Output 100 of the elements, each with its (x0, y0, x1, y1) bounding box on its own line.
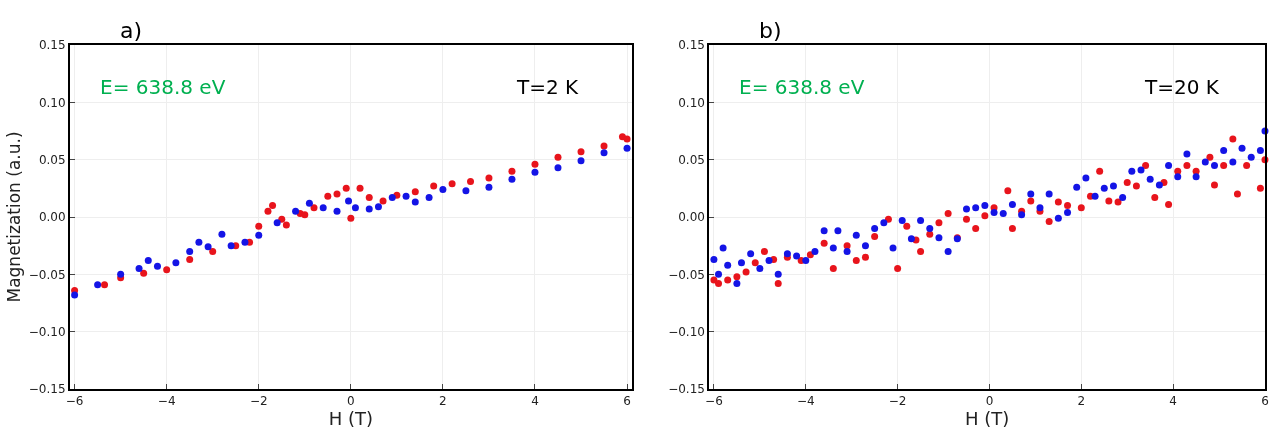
x-tick-label: 0 (985, 394, 994, 409)
y-tick-label: −0.05 (668, 267, 705, 282)
x-axis-title: H (T) (965, 408, 1010, 430)
point (153, 262, 161, 270)
point (508, 175, 516, 183)
point (485, 174, 493, 182)
point (319, 204, 327, 212)
y-tick-label: −0.10 (28, 324, 66, 339)
point (144, 257, 152, 265)
y-tick-label: −0.10 (668, 324, 705, 339)
x-tick-label: 0 (347, 394, 355, 409)
point (195, 238, 203, 246)
y-tick-label: 0.15 (678, 38, 705, 53)
point (623, 135, 631, 143)
point (600, 149, 608, 157)
point (186, 255, 194, 263)
x-tick-label: 6 (1261, 394, 1269, 409)
x-tick-label: −2 (888, 394, 907, 409)
y-tick-label: −0.05 (28, 267, 66, 282)
point (172, 259, 180, 267)
point (439, 185, 447, 193)
point (365, 205, 373, 213)
point (218, 230, 226, 238)
point (227, 242, 235, 250)
y-tick-label: 0.10 (678, 95, 705, 110)
x-axis-title: H (T) (328, 408, 373, 430)
point (301, 211, 309, 219)
point (209, 247, 217, 255)
point (388, 194, 396, 202)
point (135, 265, 143, 273)
point (356, 184, 364, 192)
point (448, 180, 456, 188)
point (117, 270, 125, 278)
point (94, 281, 102, 289)
point (600, 142, 608, 150)
x-tick-label: −6 (705, 394, 723, 409)
point (342, 184, 350, 192)
point (462, 187, 470, 195)
point (411, 188, 419, 196)
point (467, 177, 475, 185)
point (264, 207, 272, 215)
x-tick-label: 2 (1077, 394, 1086, 409)
point (305, 199, 313, 207)
y-tick-label: 0.10 (38, 95, 66, 110)
point (374, 203, 382, 211)
point (241, 238, 249, 246)
point (282, 221, 290, 229)
x-tick-label: 6 (623, 394, 631, 409)
y-tick-label: −0.15 (668, 382, 705, 397)
point (255, 231, 263, 239)
chart-title: a) (120, 18, 143, 43)
x-tick-label: 2 (439, 394, 447, 409)
point (531, 160, 539, 168)
point (402, 192, 410, 200)
annotation: E= 638.8 eV (739, 75, 865, 99)
x-tick-label: −2 (249, 394, 268, 409)
x-tick-label: −4 (796, 394, 815, 409)
y-tick-label: 0.05 (38, 152, 66, 167)
point (163, 266, 171, 274)
x-tick-label: 4 (1169, 394, 1177, 409)
point (430, 182, 438, 190)
point (554, 164, 562, 172)
x-tick-label: 4 (531, 394, 539, 409)
point (333, 207, 341, 215)
point (347, 214, 355, 222)
annotation: E= 638.8 eV (100, 75, 226, 99)
point (255, 222, 263, 230)
y-tick-label: 0.00 (678, 210, 705, 225)
x-tick-label: −4 (157, 394, 176, 409)
point (292, 207, 300, 215)
point (71, 291, 79, 299)
point (577, 157, 585, 165)
point (531, 168, 539, 176)
point (508, 167, 516, 175)
chart-title: b) (759, 18, 782, 43)
point (101, 281, 109, 289)
point (554, 153, 562, 161)
point (345, 197, 353, 205)
y-tick-label: 0.15 (38, 38, 66, 53)
x-tick-label: −6 (65, 394, 84, 409)
point (204, 243, 212, 251)
point (623, 144, 631, 152)
point (273, 219, 281, 227)
point (333, 190, 341, 198)
point (186, 247, 194, 255)
point (425, 194, 433, 202)
point (411, 198, 419, 206)
point (577, 148, 585, 156)
annotation: T=2 K (516, 75, 580, 99)
point (379, 197, 387, 205)
annotation: T=20 K (1144, 75, 1220, 99)
y-tick-label: −0.15 (28, 382, 66, 397)
y-tick-label: 0.05 (678, 152, 705, 167)
point (310, 204, 318, 212)
point (269, 202, 277, 210)
y-axis-title: Magnetization (a.u.) (3, 131, 24, 303)
point (351, 204, 359, 212)
point (485, 183, 493, 191)
point (365, 194, 373, 202)
point (140, 269, 148, 277)
